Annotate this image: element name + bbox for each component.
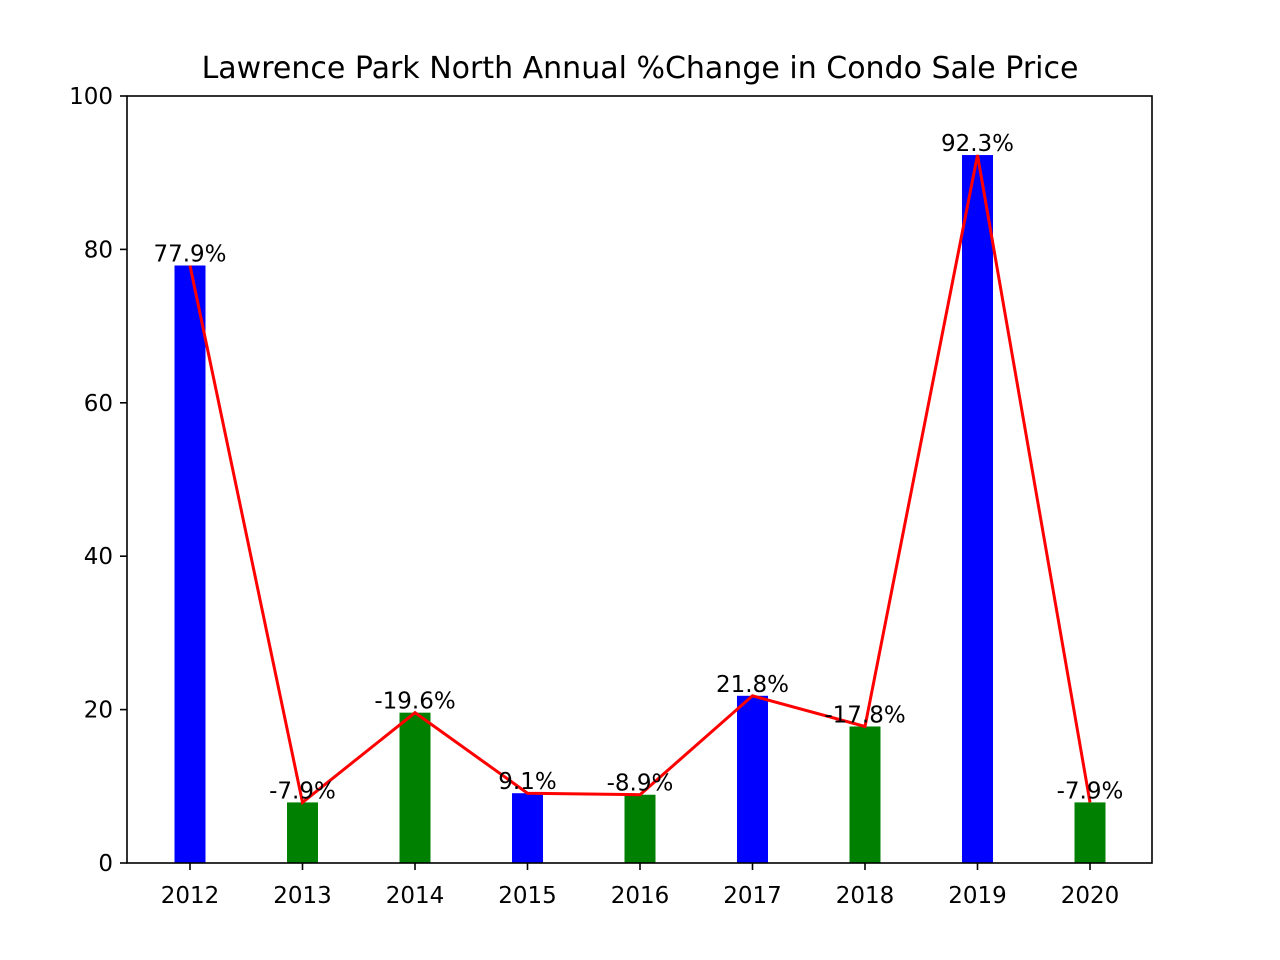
labels-group: 77.9% -7.9% -19.6% 9.1% -8.9% 21.8% -17.8% 92.3… [153, 131, 1123, 804]
bar-2019 [962, 155, 993, 863]
chart-title: Lawrence Park North Annual %Change in Co… [202, 51, 1079, 86]
data-label-2015: 9.1% [498, 769, 556, 795]
x-tick-label-2012: 2012 [161, 883, 220, 909]
data-label-2018: -17.8% [824, 702, 905, 728]
y-tick-label-0: 0 [98, 851, 113, 877]
x-axis: 2012 2013 2014 2015 2016 2017 2018 2019 2020 [161, 863, 1120, 909]
bar-2020 [1074, 802, 1106, 863]
y-tick-label-20: 20 [84, 698, 113, 724]
y-tick-label-80: 80 [84, 237, 113, 263]
data-label-2016: -8.9% [607, 771, 674, 797]
plot-frame [126, 95, 1153, 864]
bar-2012 [174, 265, 206, 864]
bar-2016 [624, 794, 656, 863]
x-tick-label-2018: 2018 [836, 883, 895, 909]
x-tick-label-2019: 2019 [948, 883, 1007, 909]
data-label-2019: 92.3% [941, 131, 1014, 157]
y-tick-label-60: 60 [84, 391, 113, 417]
y-tick-label-40: 40 [84, 544, 113, 570]
x-tick-label-2020: 2020 [1061, 883, 1120, 909]
x-tick-label-2015: 2015 [498, 883, 557, 909]
bar-2017 [737, 695, 768, 863]
bar-2014 [399, 712, 431, 863]
line-group [188, 154, 1092, 806]
x-tick-label-2013: 2013 [273, 883, 332, 909]
x-tick-label-2014: 2014 [386, 883, 445, 909]
bar-2015 [512, 793, 543, 863]
bars-group [174, 155, 1106, 864]
data-label-2014: -19.6% [374, 689, 455, 715]
bar-2013 [287, 802, 318, 863]
data-label-2012: 77.9% [153, 242, 226, 268]
x-tick-label-2016: 2016 [611, 883, 670, 909]
data-label-2020: -7.9% [1057, 778, 1124, 804]
y-tick-label-100: 100 [69, 84, 113, 110]
y-axis: 0 20 40 60 80 100 [69, 84, 127, 877]
x-tick-label-2017: 2017 [723, 883, 782, 909]
bar-2018 [849, 726, 881, 863]
trend-line [188, 154, 1092, 806]
data-label-2017: 21.8% [716, 672, 789, 698]
data-label-2013: -7.9% [269, 778, 336, 804]
